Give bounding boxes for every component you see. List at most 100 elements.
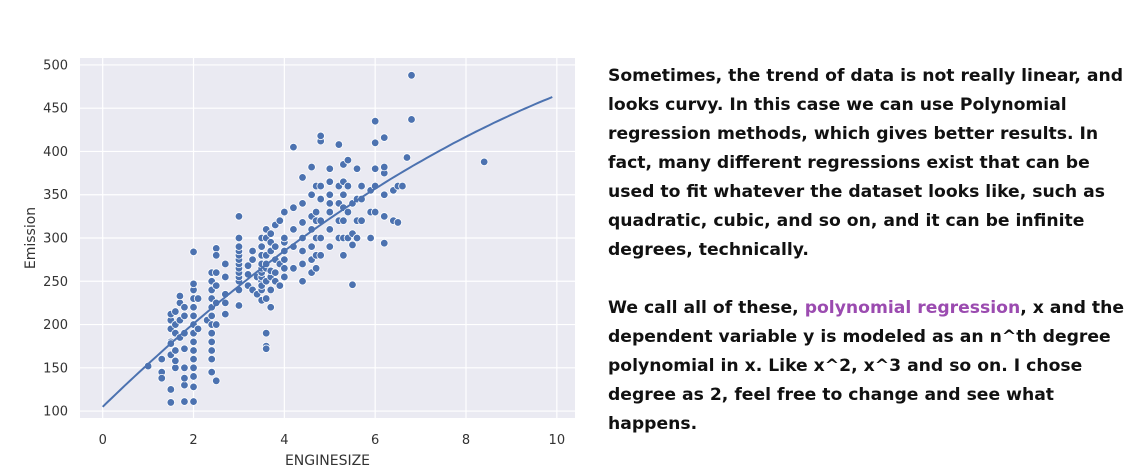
data-point — [280, 207, 289, 217]
data-point — [266, 285, 275, 295]
data-point — [311, 207, 321, 217]
data-point — [298, 259, 307, 269]
data-point — [189, 279, 198, 289]
data-point — [398, 181, 407, 191]
data-point — [166, 398, 176, 407]
data-point — [180, 373, 189, 383]
x-tick-labels: 0 2 4 6 8 10 — [99, 433, 566, 448]
data-point — [171, 356, 180, 366]
data-point — [212, 268, 221, 277]
data-point — [343, 181, 353, 191]
data-point — [316, 233, 325, 243]
data-point — [325, 242, 334, 251]
data-point — [180, 363, 189, 373]
data-point — [380, 162, 389, 172]
data-point — [325, 177, 334, 186]
data-point — [266, 229, 275, 238]
x-tick-label: 6 — [371, 433, 379, 448]
data-point — [180, 380, 189, 390]
data-point — [261, 294, 271, 303]
data-point — [189, 397, 198, 406]
data-point — [207, 311, 216, 321]
explanation-text: Sometimes, the trend of data is not real… — [608, 62, 1133, 439]
data-point — [271, 242, 280, 251]
data-point — [234, 233, 244, 243]
data-point — [271, 268, 280, 277]
data-point — [207, 346, 216, 355]
data-point — [289, 225, 298, 234]
data-point — [311, 264, 321, 273]
data-point — [348, 280, 357, 289]
data-point — [348, 240, 357, 250]
data-point — [166, 385, 176, 394]
y-tick-label: 500 — [43, 58, 68, 73]
data-point — [370, 116, 380, 126]
data-point — [370, 138, 380, 148]
y-tick-label: 250 — [43, 275, 68, 290]
data-point — [189, 382, 198, 392]
paragraph-definition-start: We call all of these, — [608, 298, 805, 318]
x-tick-label: 4 — [280, 433, 288, 448]
y-tick-label: 100 — [43, 405, 68, 420]
x-tick-label: 8 — [462, 433, 470, 448]
data-point — [393, 218, 403, 227]
data-point — [212, 281, 221, 290]
x-axis-label: ENGINESIZE — [285, 453, 370, 469]
data-point — [175, 291, 185, 301]
data-point — [289, 264, 298, 273]
data-point — [357, 216, 366, 225]
data-point — [180, 328, 189, 338]
data-point — [380, 190, 389, 199]
data-point — [298, 218, 307, 227]
data-point — [257, 242, 266, 251]
data-point — [289, 142, 298, 152]
data-point — [189, 354, 198, 364]
data-point — [221, 309, 230, 319]
data-point — [402, 153, 412, 162]
data-point — [280, 233, 289, 243]
data-point — [189, 247, 198, 257]
data-point — [275, 281, 285, 290]
data-point — [189, 303, 198, 312]
highlighted-term: polynomial regression — [804, 298, 1021, 318]
data-points — [143, 71, 489, 407]
data-point — [212, 298, 221, 308]
y-tick-label: 300 — [43, 232, 68, 247]
data-point — [357, 181, 366, 191]
data-point — [171, 363, 180, 373]
data-point — [380, 212, 389, 221]
scatter-chart: 0 2 4 6 8 10 100 150 200 250 300 350 400 450 500 ENGI… — [23, 58, 575, 469]
data-point — [180, 397, 189, 406]
data-point — [307, 162, 316, 172]
fit-curve — [102, 96, 553, 408]
data-point — [370, 207, 380, 217]
y-tick-labels: 100 150 200 250 300 350 400 450 500 — [43, 58, 68, 419]
data-point — [339, 251, 348, 260]
data-point — [193, 294, 203, 303]
data-point — [212, 251, 221, 260]
data-point — [261, 344, 271, 353]
data-point — [221, 272, 230, 282]
paragraph-definition-end: , x and the dependent variable y is mode… — [608, 298, 1125, 434]
data-point — [261, 328, 271, 338]
data-point — [189, 337, 198, 347]
paragraph-definition: We call all of these, polynomial regress… — [608, 294, 1133, 439]
data-point — [339, 216, 348, 225]
data-point — [307, 190, 316, 199]
data-point — [316, 251, 325, 260]
data-point — [280, 255, 289, 264]
data-point — [352, 233, 362, 243]
paragraph-intro: Sometimes, the trend of data is not real… — [608, 66, 1124, 260]
data-point — [171, 307, 180, 316]
data-point — [248, 246, 257, 256]
data-point — [207, 337, 216, 347]
data-point — [325, 199, 334, 208]
data-point — [234, 301, 244, 310]
data-point — [325, 225, 334, 234]
data-point — [266, 303, 275, 312]
data-point — [307, 242, 316, 251]
y-tick-label: 200 — [43, 318, 68, 333]
data-point — [189, 311, 198, 321]
data-point — [366, 233, 375, 243]
data-point — [325, 190, 334, 199]
